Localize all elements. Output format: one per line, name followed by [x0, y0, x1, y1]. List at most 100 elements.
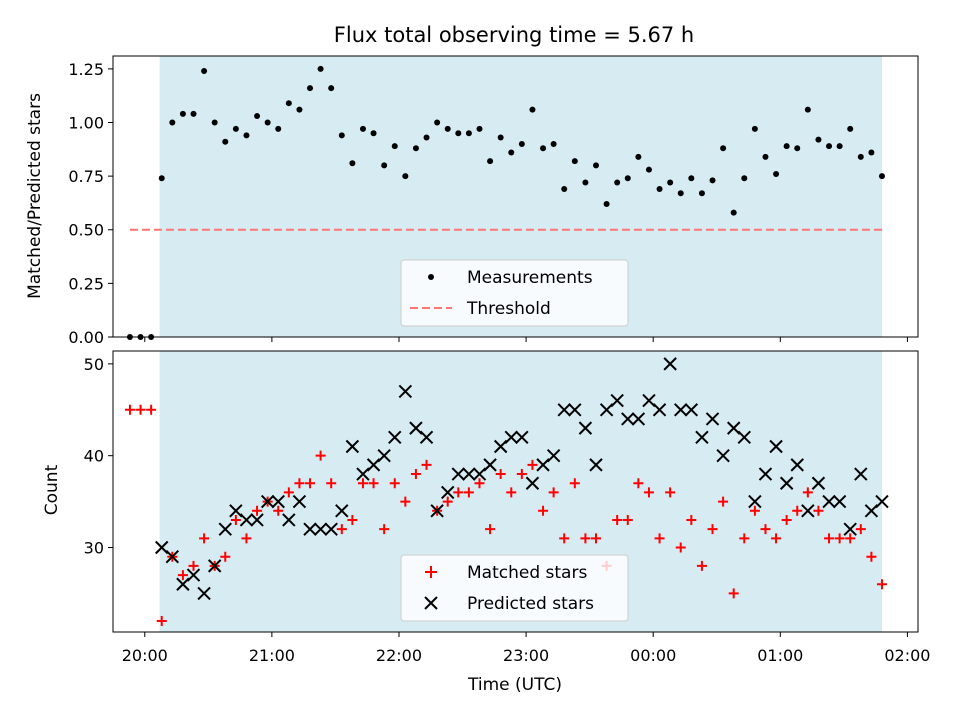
measurement-point — [190, 110, 197, 117]
matched-stars-point — [559, 533, 570, 544]
predicted-stars-point — [652, 403, 667, 417]
matched-stars-point — [400, 496, 411, 507]
predicted-stars-point — [207, 559, 222, 573]
measurement-point — [317, 65, 324, 72]
matched-stars-point — [177, 570, 188, 581]
measurement-point — [158, 175, 165, 182]
matched-stars-point — [739, 533, 750, 544]
measurement-point — [465, 130, 472, 137]
measurement-point — [508, 149, 515, 156]
predicted-stars-point — [695, 430, 709, 445]
legend-threshold-label: Threshold — [466, 299, 551, 319]
x-tick-label: 21:00 — [249, 646, 295, 665]
matched-stars-point — [442, 496, 453, 507]
measurement-point — [783, 143, 790, 150]
predicted-stars-point — [250, 513, 264, 527]
matched-stars-point — [633, 478, 644, 489]
measurement-point — [211, 119, 218, 126]
predicted-stars-point — [674, 403, 688, 417]
measurement-point — [328, 85, 335, 92]
predicted-stars-point — [335, 504, 349, 518]
predicted-stars-point — [875, 494, 889, 509]
matched-stars-point — [622, 514, 633, 525]
matched-stars-point — [421, 459, 432, 470]
measurement-point — [476, 125, 483, 132]
matched-stars-point — [357, 478, 368, 489]
matched-stars-point — [834, 533, 845, 544]
matched-stars-point — [368, 478, 379, 489]
measurement-point — [296, 106, 303, 113]
measurement-point — [582, 179, 589, 186]
x-tick-label: 23:00 — [503, 646, 549, 665]
legend-predicted-label: Predicted stars — [467, 594, 594, 614]
matched-stars-point — [707, 524, 718, 535]
measurement-point — [550, 140, 557, 147]
measurement-point — [349, 160, 356, 167]
predicted-stars-point — [504, 430, 518, 445]
bottom-y-tick-label: 50 — [84, 355, 104, 374]
predicted-stars-point — [737, 430, 751, 445]
measurement-point — [497, 134, 504, 141]
predicted-stars-point — [705, 412, 720, 426]
measurement-point — [264, 119, 271, 126]
top-legend: Measurements Threshold — [400, 259, 629, 327]
predicted-stars-point — [430, 504, 444, 518]
matched-stars-point — [771, 533, 782, 544]
measurement-point — [857, 153, 864, 160]
bottom-y-tick-label: 30 — [84, 539, 104, 558]
predicted-stars-point — [578, 421, 593, 435]
measurement-point — [773, 170, 780, 177]
measurement-point — [243, 132, 250, 139]
matched-stars-point — [347, 514, 358, 525]
predicted-stars-point — [462, 467, 476, 481]
measurement-point — [561, 185, 568, 192]
predicted-stars-point — [684, 403, 699, 417]
matched-stars-point — [315, 450, 326, 461]
top-legend-box — [400, 259, 629, 327]
measurement-point — [254, 113, 261, 120]
predicted-stars-point — [801, 504, 815, 518]
predicted-stars-point — [854, 467, 868, 481]
matched-stars-point — [612, 514, 623, 525]
bottom-plot-frame — [112, 350, 919, 633]
predicted-stars-point — [218, 522, 232, 536]
measurement-point — [412, 145, 419, 152]
measurement-point — [826, 143, 833, 150]
predicted-stars-point — [388, 430, 402, 445]
measurement-point — [614, 179, 621, 186]
legend-predicted-marker — [424, 596, 438, 610]
matched-stars-point — [696, 560, 707, 571]
matched-stars-point — [283, 487, 294, 498]
measurement-point — [720, 145, 727, 152]
chart-title: Flux total observing time = 5.67 h — [334, 23, 694, 47]
measurement-point — [868, 149, 875, 156]
matched-stars-point — [379, 524, 390, 535]
predicted-stars-point — [748, 494, 762, 509]
measurement-point — [201, 68, 208, 75]
measurement-point — [359, 125, 366, 132]
matched-stars-point — [792, 505, 803, 516]
predicted-stars-point — [621, 412, 635, 426]
matched-stars-point — [675, 542, 686, 553]
measurement-point — [455, 130, 462, 137]
measurement-point — [593, 162, 599, 169]
measurement-point — [667, 179, 674, 186]
measurement-point — [285, 100, 292, 107]
measurement-point — [688, 175, 695, 182]
top-y-tick-label: 0.25 — [68, 274, 104, 293]
matched-stars-point — [199, 533, 210, 544]
measurement-point — [656, 185, 663, 192]
matched-stars-point — [220, 551, 231, 562]
matched-stars-point — [146, 404, 157, 415]
legend-measurements-marker — [428, 274, 434, 280]
predicted-stars-point — [165, 549, 180, 564]
predicted-stars-point — [832, 494, 847, 509]
x-tick-label: 20:00 — [122, 646, 168, 665]
matched-stars-point — [410, 469, 421, 480]
measurement-point — [571, 158, 578, 165]
measurement-point — [878, 173, 885, 180]
bottom-legend-box — [400, 554, 629, 622]
x-axis-label: Time (UTC) — [467, 675, 562, 695]
predicted-stars-point — [631, 412, 646, 426]
